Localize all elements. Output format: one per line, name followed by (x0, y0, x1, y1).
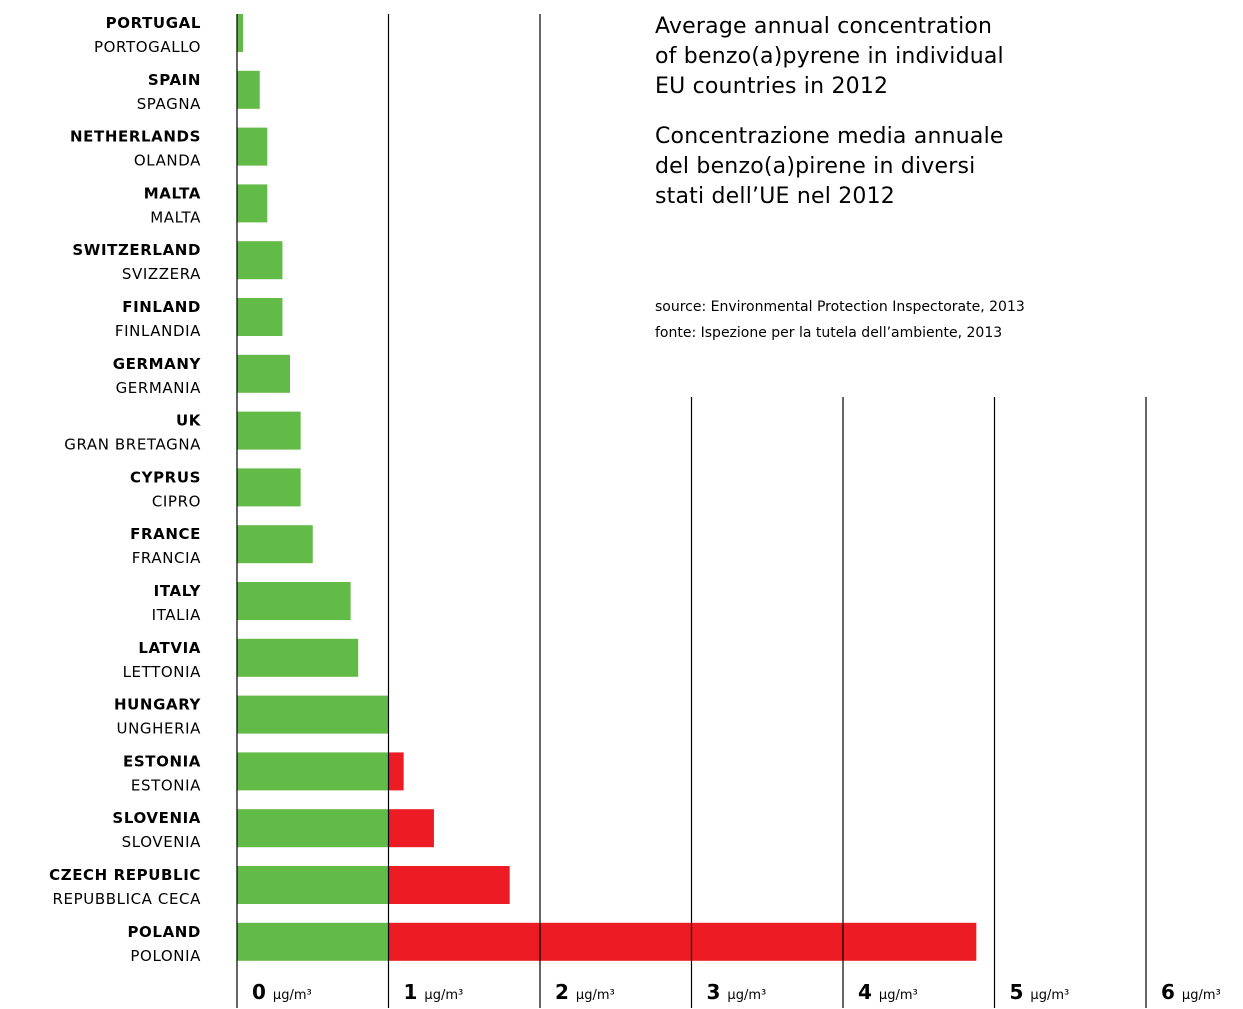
country-label-en: GERMANY (113, 355, 202, 373)
bar-above-limit (388, 922, 977, 961)
title-it-line-3: stati dell’UE nel 2012 (655, 184, 895, 209)
country-label-it: GRAN BRETAGNA (64, 436, 201, 454)
country-label-it: SVIZZERA (122, 265, 201, 283)
country-label-it: POLONIA (130, 947, 201, 965)
source-italian: fonte: Ispezione per la tutela dell’ambi… (655, 325, 1003, 341)
bar-below-limit (237, 922, 389, 961)
tick-label: 4 µg/m³ (858, 980, 918, 1004)
tick-label: 2 µg/m³ (555, 980, 615, 1004)
bar-below-limit (237, 70, 260, 109)
title-it-line-1: Concentrazione media annuale (655, 124, 1004, 149)
country-label-en: HUNGARY (114, 696, 202, 714)
country-label-it: FRANCIA (132, 549, 201, 567)
country-label-it: UNGHERIA (117, 720, 202, 738)
bar-above-limit (388, 752, 404, 791)
country-label-en: SWITZERLAND (72, 241, 201, 259)
country-label-it: OLANDA (134, 152, 201, 170)
country-label-it: MALTA (150, 208, 201, 226)
bar-below-limit (237, 468, 301, 507)
country-label-it: SPAGNA (137, 95, 201, 113)
country-label-en: FINLAND (122, 298, 201, 316)
country-label-it: ESTONIA (131, 776, 201, 794)
country-label-it: LETTONIA (123, 663, 202, 681)
source-block: source: Environmental Protection Inspect… (655, 294, 1215, 346)
title-en-line-3: EU countries in 2012 (655, 74, 889, 99)
country-label-it: ITALIA (152, 606, 201, 624)
country-label-en: MALTA (144, 184, 201, 202)
country-label-en: POLAND (127, 923, 201, 941)
country-label-en: SPAIN (148, 71, 201, 89)
country-label-en: LATVIA (138, 639, 201, 657)
bar-below-limit (237, 354, 291, 393)
bar-below-limit (237, 866, 389, 904)
tick-label: 0 µg/m³ (252, 980, 312, 1004)
country-label-it: CIPRO (152, 492, 201, 510)
tick-label: 5 µg/m³ (1010, 980, 1070, 1004)
chart-title-block: Average annual concentration of benzo(a)… (655, 12, 1215, 212)
bar-below-limit (237, 411, 301, 450)
title-english: Average annual concentration of benzo(a)… (655, 12, 1215, 102)
bar-below-limit (237, 752, 389, 791)
country-label-it: PORTOGALLO (94, 38, 201, 56)
bar-below-limit (237, 184, 268, 223)
title-en-line-1: Average annual concentration (655, 14, 993, 39)
country-label-en: ESTONIA (123, 752, 201, 770)
tick-label: 6 µg/m³ (1161, 980, 1221, 1004)
bar-above-limit (388, 809, 434, 848)
bar-below-limit (237, 14, 244, 52)
bar-below-limit (237, 582, 351, 620)
source-english: source: Environmental Protection Inspect… (655, 299, 1025, 315)
bar-below-limit (237, 127, 268, 166)
bar-below-limit (237, 638, 359, 677)
country-label-en: ITALY (154, 582, 202, 600)
bar-below-limit (237, 525, 313, 564)
bar-above-limit (388, 866, 510, 904)
title-italian: Concentrazione media annuale del benzo(a… (655, 122, 1215, 212)
country-label-it: FINLANDIA (115, 322, 201, 340)
bar-below-limit (237, 298, 283, 336)
tick-label: 3 µg/m³ (707, 980, 767, 1004)
country-label-en: PORTUGAL (106, 14, 201, 32)
country-label-en: CZECH REPUBLIC (49, 866, 201, 884)
country-label-en: UK (176, 412, 202, 430)
country-label-en: CYPRUS (130, 468, 201, 486)
country-label-en: FRANCE (130, 525, 201, 543)
country-label-en: NETHERLANDS (70, 128, 201, 146)
country-label-it: SLOVENIA (122, 833, 201, 851)
country-label-it: REPUBBLICA CECA (53, 890, 202, 908)
country-label-en: SLOVENIA (112, 809, 201, 827)
country-label-it: GERMANIA (116, 379, 202, 397)
bar-below-limit (237, 695, 389, 734)
title-en-line-2: of benzo(a)pyrene in individual (655, 44, 1004, 69)
bar-below-limit (237, 241, 283, 280)
bar-below-limit (237, 809, 389, 848)
tick-label: 1 µg/m³ (404, 980, 464, 1004)
title-it-line-2: del benzo(a)pirene in diversi (655, 154, 976, 179)
